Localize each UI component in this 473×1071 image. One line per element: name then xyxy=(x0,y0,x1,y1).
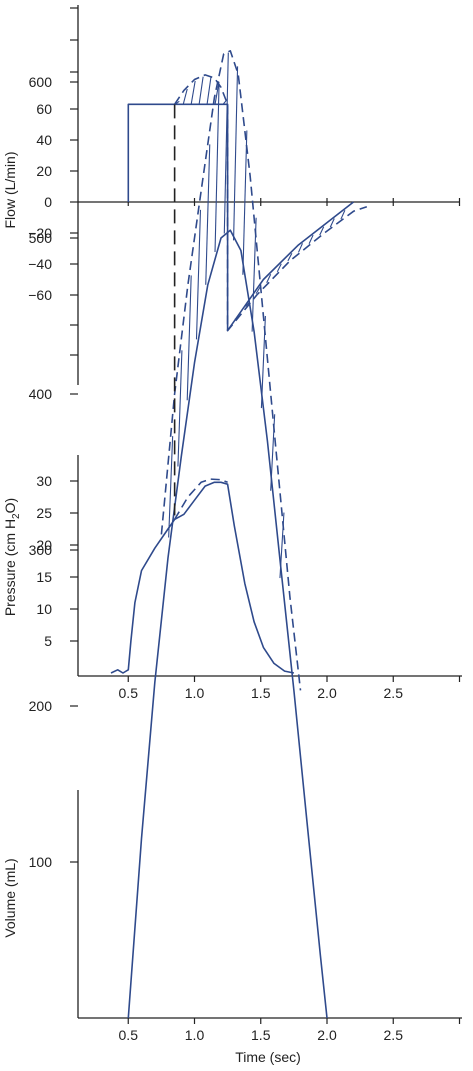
flow-hatch xyxy=(174,76,346,320)
flow-dashed-trace xyxy=(173,74,368,332)
volume-xtick-label: 1.5 xyxy=(251,1027,271,1043)
pressure-xtick-label: 2.5 xyxy=(384,685,404,701)
pressure-axis-title-end: O) xyxy=(2,498,18,514)
volume-ytick-label: 600 xyxy=(29,74,53,90)
flow-hatch-line xyxy=(329,218,335,228)
flow-hatch-line xyxy=(340,210,346,220)
flow-ytick-label: −60 xyxy=(28,287,52,303)
pressure-xtick-label: 1.5 xyxy=(251,685,271,701)
pressure-xtick-label: 0.5 xyxy=(119,685,139,701)
pressure-xtick-label: 2.0 xyxy=(317,685,337,701)
flow-ytick-label: 60 xyxy=(36,101,52,117)
flow-hatch-line xyxy=(214,81,220,105)
volume-hatch-line xyxy=(214,85,220,253)
time-axis-title: Time (sec) xyxy=(235,1049,301,1065)
pressure-solid-trace xyxy=(110,481,295,674)
volume-ytick-label: 500 xyxy=(29,230,53,246)
volume-hatch-line xyxy=(177,350,183,467)
volume-axes xyxy=(70,81,462,1024)
flow-ytick-label: 40 xyxy=(36,132,52,148)
volume-xtick-label: 2.0 xyxy=(317,1027,337,1043)
pressure-axes xyxy=(70,455,462,682)
pressure-ytick-label: 5 xyxy=(44,633,52,649)
volume-hatch-line xyxy=(168,436,174,538)
volume-hatch-line xyxy=(242,130,248,275)
volume-xtick-label: 0.5 xyxy=(119,1027,139,1043)
volume-xtick-label: 2.5 xyxy=(384,1027,404,1043)
pressure-xtick-label: 1.0 xyxy=(185,685,205,701)
pressure-ytick-label: 10 xyxy=(36,601,52,617)
pressure-panel: 5 10 15 20 25 30 0.5 1.0 1.5 2.0 2.5 Pressure (cm … xyxy=(2,455,462,701)
volume-hatch-line xyxy=(195,209,202,340)
pressure-ytick-label: 25 xyxy=(36,505,52,521)
flow-axis-title: Flow (L/min) xyxy=(2,151,18,228)
pressure-axis-title-main: Pressure (cm H xyxy=(2,519,18,616)
flow-ytick-label: −40 xyxy=(28,256,52,272)
flow-solid-trace xyxy=(127,103,354,332)
pressure-ytick-label: 15 xyxy=(36,569,52,585)
flow-hatch-line xyxy=(206,76,212,105)
pressure-tick-labels: 5 10 15 20 25 30 0.5 1.0 1.5 2.0 2.5 xyxy=(36,473,403,701)
volume-hatch-line xyxy=(186,275,192,401)
flow-ytick-label: 0 xyxy=(44,194,52,210)
pressure-axis-title-sub: 2 xyxy=(11,513,22,519)
flow-hatch-line xyxy=(190,80,196,105)
pressure-series xyxy=(110,478,295,674)
pressure-axis-title: Pressure (cm H2O) xyxy=(2,498,22,616)
pressure-ytick-label: 20 xyxy=(36,537,52,553)
flow-hatch-line xyxy=(297,243,304,253)
flow-panel: −60 −40 −20 0 20 40 60 Flow (L/min) xyxy=(2,5,461,385)
flow-ytick-label: −20 xyxy=(28,225,52,241)
flow-hatch-line xyxy=(198,76,204,105)
volume-ytick-label: 200 xyxy=(29,698,53,714)
flow-hatch-line xyxy=(276,263,282,273)
volume-solid-trace xyxy=(127,229,328,1019)
volume-dashed-trace xyxy=(160,50,302,691)
volume-axis-title: Volume (mL) xyxy=(2,858,18,937)
volume-xtick-label: 1.0 xyxy=(185,1027,205,1043)
flow-hatch-line xyxy=(182,88,188,105)
volume-hatch xyxy=(168,52,285,579)
volume-hatch-line xyxy=(223,52,229,234)
flow-hatch-line xyxy=(319,226,325,236)
flow-hatch-line xyxy=(308,234,314,244)
volume-series xyxy=(127,50,328,1019)
pressure-ytick-label: 30 xyxy=(36,473,52,489)
volume-ytick-label: 400 xyxy=(29,386,53,402)
flow-hatch-line xyxy=(266,274,272,283)
flow-series xyxy=(127,74,368,332)
flow-axes xyxy=(70,5,461,385)
volume-hatch-line xyxy=(205,144,211,285)
volume-ytick-label: 100 xyxy=(29,854,53,870)
pressure-dashed-trace xyxy=(173,478,228,520)
volume-ytick-label: 300 xyxy=(29,542,53,558)
flow-hatch-line xyxy=(287,253,293,262)
flow-hatch-line xyxy=(255,286,261,294)
flow-ytick-label: 20 xyxy=(36,163,52,179)
volume-hatch-line xyxy=(233,66,239,241)
flow-ytick-labels: −60 −40 −20 0 20 40 60 xyxy=(28,101,52,303)
